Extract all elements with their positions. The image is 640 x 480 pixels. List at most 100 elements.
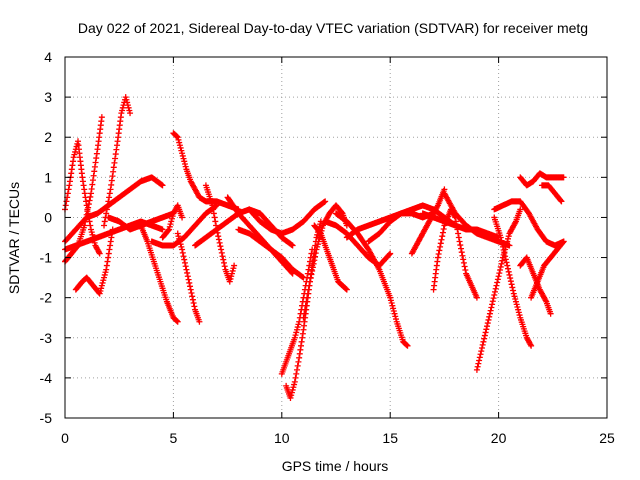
data-point bbox=[477, 351, 484, 358]
data-point bbox=[505, 268, 512, 275]
data-point bbox=[291, 334, 298, 341]
data-point bbox=[112, 151, 119, 158]
data-point bbox=[210, 210, 217, 217]
data-point bbox=[228, 270, 235, 277]
data-point bbox=[182, 163, 189, 170]
data-point bbox=[65, 186, 72, 193]
data-point bbox=[218, 249, 225, 256]
data-point bbox=[229, 267, 236, 274]
data-point bbox=[439, 233, 446, 240]
data-point bbox=[177, 144, 184, 151]
data-point bbox=[473, 294, 480, 301]
data-point bbox=[169, 213, 176, 220]
data-point bbox=[293, 326, 300, 333]
series-s30 bbox=[473, 206, 524, 373]
x-tick-label: 0 bbox=[61, 430, 69, 446]
data-point bbox=[484, 320, 491, 327]
series-s9 bbox=[159, 202, 186, 241]
data-point bbox=[168, 215, 175, 222]
data-point bbox=[159, 182, 166, 189]
data-point bbox=[289, 270, 296, 277]
data-point bbox=[187, 286, 194, 293]
data-point bbox=[178, 147, 185, 154]
series-s8 bbox=[137, 222, 181, 325]
data-point bbox=[516, 312, 523, 319]
data-point bbox=[311, 257, 318, 264]
data-point bbox=[434, 203, 441, 210]
data-point bbox=[105, 254, 112, 261]
data-point bbox=[510, 287, 517, 294]
data-point bbox=[166, 226, 173, 233]
data-point bbox=[387, 250, 394, 257]
data-point bbox=[124, 102, 131, 109]
y-tick-label: 4 bbox=[44, 49, 52, 65]
data-point bbox=[392, 316, 399, 323]
y-axis-label: SDTVAR / TECUs bbox=[6, 182, 22, 294]
series-s5 bbox=[62, 174, 166, 245]
data-point bbox=[440, 226, 447, 233]
data-point bbox=[101, 274, 108, 281]
data-point bbox=[181, 259, 188, 266]
data-point bbox=[475, 360, 482, 367]
data-point bbox=[110, 168, 117, 175]
series-s26 bbox=[408, 186, 448, 257]
data-point bbox=[505, 233, 512, 240]
data-point bbox=[390, 305, 397, 312]
series-s11 bbox=[174, 230, 203, 325]
data-point bbox=[502, 256, 509, 263]
data-point bbox=[458, 245, 465, 252]
data-point bbox=[106, 246, 113, 253]
data-point bbox=[491, 291, 498, 298]
data-point bbox=[489, 301, 496, 308]
data-point bbox=[215, 233, 222, 240]
data-point bbox=[174, 230, 181, 237]
data-point bbox=[88, 190, 95, 197]
data-point bbox=[294, 362, 301, 369]
data-point bbox=[181, 158, 188, 165]
data-point bbox=[63, 198, 70, 205]
data-point bbox=[506, 271, 513, 278]
data-point bbox=[99, 279, 106, 286]
data-point bbox=[98, 285, 105, 292]
x-tick-label: 15 bbox=[382, 430, 398, 446]
data-point bbox=[506, 242, 513, 249]
data-point bbox=[474, 363, 481, 370]
series-s14 bbox=[192, 206, 296, 249]
data-point bbox=[316, 235, 323, 242]
data-point bbox=[479, 341, 486, 348]
data-point bbox=[392, 313, 399, 320]
data-point bbox=[403, 342, 410, 349]
data-point bbox=[212, 218, 219, 225]
data-point bbox=[127, 110, 134, 117]
data-point bbox=[93, 150, 100, 157]
y-tick-label: -1 bbox=[40, 250, 53, 266]
data-point bbox=[122, 94, 129, 101]
data-point bbox=[504, 238, 511, 245]
y-tick-label: -5 bbox=[40, 410, 53, 426]
data-point bbox=[106, 194, 113, 201]
data-point bbox=[215, 236, 222, 243]
data-point bbox=[288, 269, 295, 276]
data-point bbox=[126, 107, 133, 114]
data-point bbox=[473, 366, 480, 373]
data-point bbox=[387, 294, 394, 301]
data-point bbox=[108, 177, 115, 184]
data-point bbox=[179, 246, 186, 253]
data-point bbox=[455, 234, 462, 241]
x-tick-label: 5 bbox=[170, 430, 178, 446]
data-point bbox=[560, 238, 567, 245]
data-point bbox=[64, 190, 71, 197]
data-points bbox=[62, 94, 567, 401]
y-tick-label: 0 bbox=[44, 209, 52, 225]
data-point bbox=[496, 270, 503, 277]
data-point bbox=[108, 181, 115, 188]
data-point bbox=[507, 278, 514, 285]
data-point bbox=[500, 246, 507, 253]
data-point bbox=[508, 281, 515, 288]
data-point bbox=[92, 159, 99, 166]
x-tick-label: 25 bbox=[599, 430, 615, 446]
data-point bbox=[174, 318, 181, 325]
data-point bbox=[96, 250, 103, 257]
data-point bbox=[343, 286, 350, 293]
data-point bbox=[175, 233, 182, 240]
